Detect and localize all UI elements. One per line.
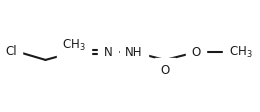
Text: N: N (103, 46, 112, 59)
Text: Cl: Cl (5, 45, 17, 58)
Text: NH: NH (125, 46, 143, 59)
Text: O: O (192, 46, 201, 59)
Text: CH$_3$: CH$_3$ (229, 45, 252, 60)
Text: O: O (160, 64, 170, 77)
Text: CH$_3$: CH$_3$ (62, 38, 86, 53)
